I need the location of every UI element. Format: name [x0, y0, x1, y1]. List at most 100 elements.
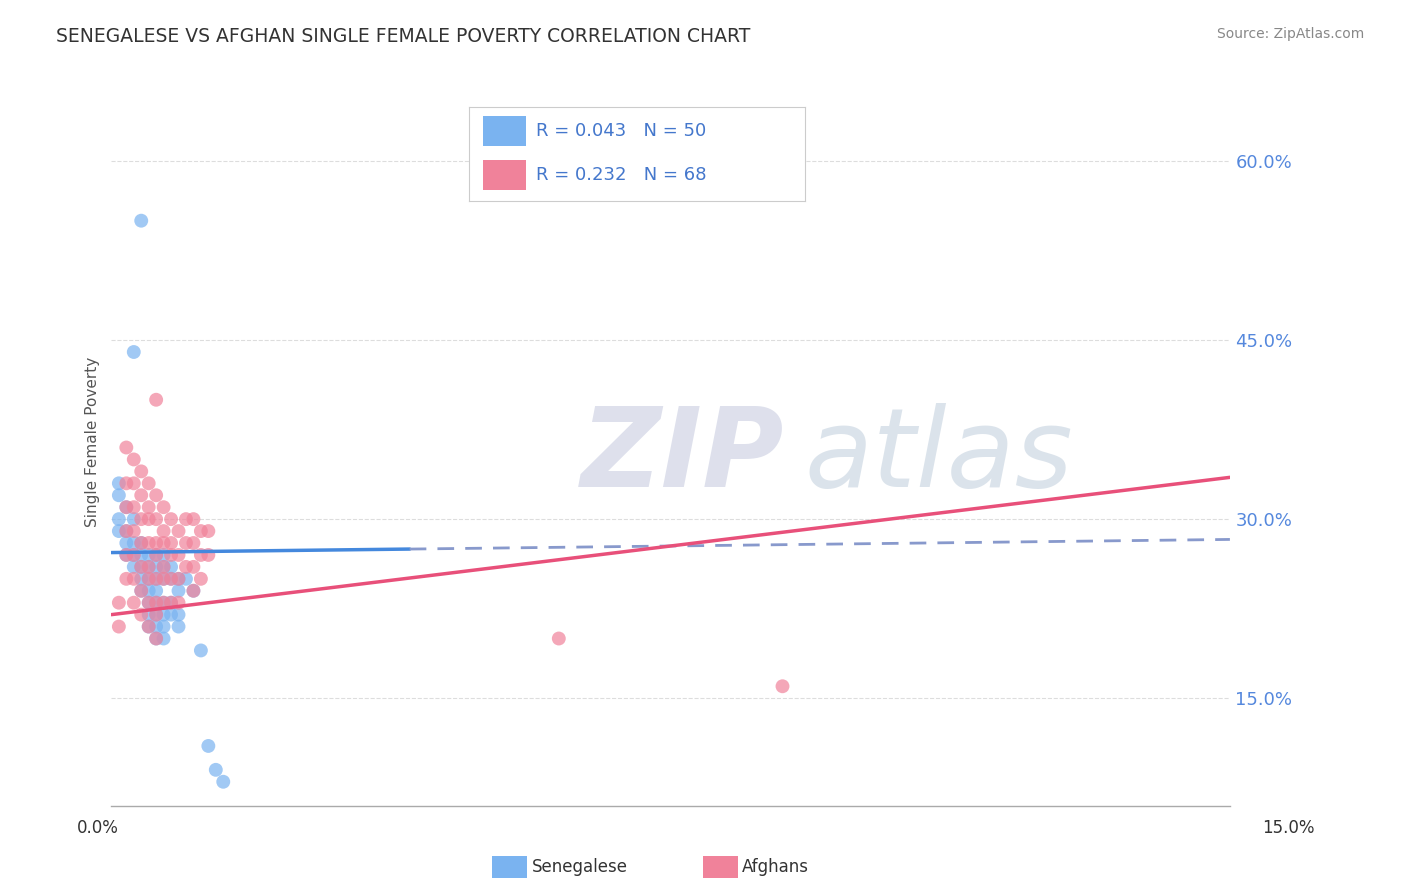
Point	[122, 345, 145, 359]
Point	[152, 560, 174, 574]
Point	[138, 560, 160, 574]
Point	[183, 583, 205, 598]
Point	[167, 583, 190, 598]
Point	[122, 548, 145, 562]
Point	[145, 536, 167, 550]
Point	[174, 512, 197, 526]
Point	[174, 560, 197, 574]
Point	[115, 476, 138, 491]
Point	[772, 679, 794, 693]
Point	[174, 572, 197, 586]
Point	[129, 488, 152, 502]
Point	[160, 596, 183, 610]
Point	[122, 572, 145, 586]
Point	[160, 560, 183, 574]
Point	[167, 596, 190, 610]
Point	[160, 536, 183, 550]
Point	[122, 512, 145, 526]
Text: atlas: atlas	[804, 402, 1074, 509]
Point	[160, 572, 183, 586]
Point	[145, 607, 167, 622]
Point	[190, 548, 212, 562]
Point	[129, 572, 152, 586]
Point	[108, 488, 131, 502]
Point	[138, 536, 160, 550]
Point	[197, 524, 219, 538]
Point	[138, 548, 160, 562]
Point	[167, 619, 190, 633]
Text: ZIP: ZIP	[581, 402, 785, 509]
Point	[167, 572, 190, 586]
Point	[108, 619, 131, 633]
Point	[152, 572, 174, 586]
Point	[129, 464, 152, 478]
Point	[129, 548, 152, 562]
Point	[204, 763, 226, 777]
Point	[547, 632, 569, 646]
Point	[183, 536, 205, 550]
Point	[160, 548, 183, 562]
Point	[108, 524, 131, 538]
Point	[145, 572, 167, 586]
Point	[138, 619, 160, 633]
Point	[108, 596, 131, 610]
Point	[152, 548, 174, 562]
Point	[115, 548, 138, 562]
Point	[190, 643, 212, 657]
Point	[138, 596, 160, 610]
Point	[115, 500, 138, 515]
Point	[167, 524, 190, 538]
Point	[138, 572, 160, 586]
Point	[122, 476, 145, 491]
Point	[138, 500, 160, 515]
Point	[122, 548, 145, 562]
Point	[152, 607, 174, 622]
Point	[129, 560, 152, 574]
Point	[129, 583, 152, 598]
Point	[145, 596, 167, 610]
Point	[138, 583, 160, 598]
Point	[145, 583, 167, 598]
Point	[160, 607, 183, 622]
Point	[138, 512, 160, 526]
Point	[160, 572, 183, 586]
Point	[115, 524, 138, 538]
Text: 0.0%: 0.0%	[77, 819, 120, 837]
Point	[138, 560, 160, 574]
Point	[129, 536, 152, 550]
Point	[145, 632, 167, 646]
Point	[160, 596, 183, 610]
Point	[152, 560, 174, 574]
Point	[167, 572, 190, 586]
Point	[197, 739, 219, 753]
Text: Senegalese: Senegalese	[531, 858, 627, 876]
Point	[108, 476, 131, 491]
Point	[115, 536, 138, 550]
Point	[122, 452, 145, 467]
Point	[129, 512, 152, 526]
Point	[145, 560, 167, 574]
Point	[138, 476, 160, 491]
Point	[129, 213, 152, 227]
Point	[115, 524, 138, 538]
Point	[152, 572, 174, 586]
Point	[145, 607, 167, 622]
Point	[152, 619, 174, 633]
Point	[122, 524, 145, 538]
Point	[129, 607, 152, 622]
Point	[129, 583, 152, 598]
Point	[183, 512, 205, 526]
Point	[122, 500, 145, 515]
Point	[160, 512, 183, 526]
Point	[122, 560, 145, 574]
Point	[183, 583, 205, 598]
Point	[145, 596, 167, 610]
Point	[190, 524, 212, 538]
Text: Afghans: Afghans	[742, 858, 810, 876]
Point	[115, 500, 138, 515]
Point	[167, 607, 190, 622]
Point	[115, 548, 138, 562]
Point	[212, 774, 235, 789]
Point	[122, 596, 145, 610]
Point	[145, 572, 167, 586]
